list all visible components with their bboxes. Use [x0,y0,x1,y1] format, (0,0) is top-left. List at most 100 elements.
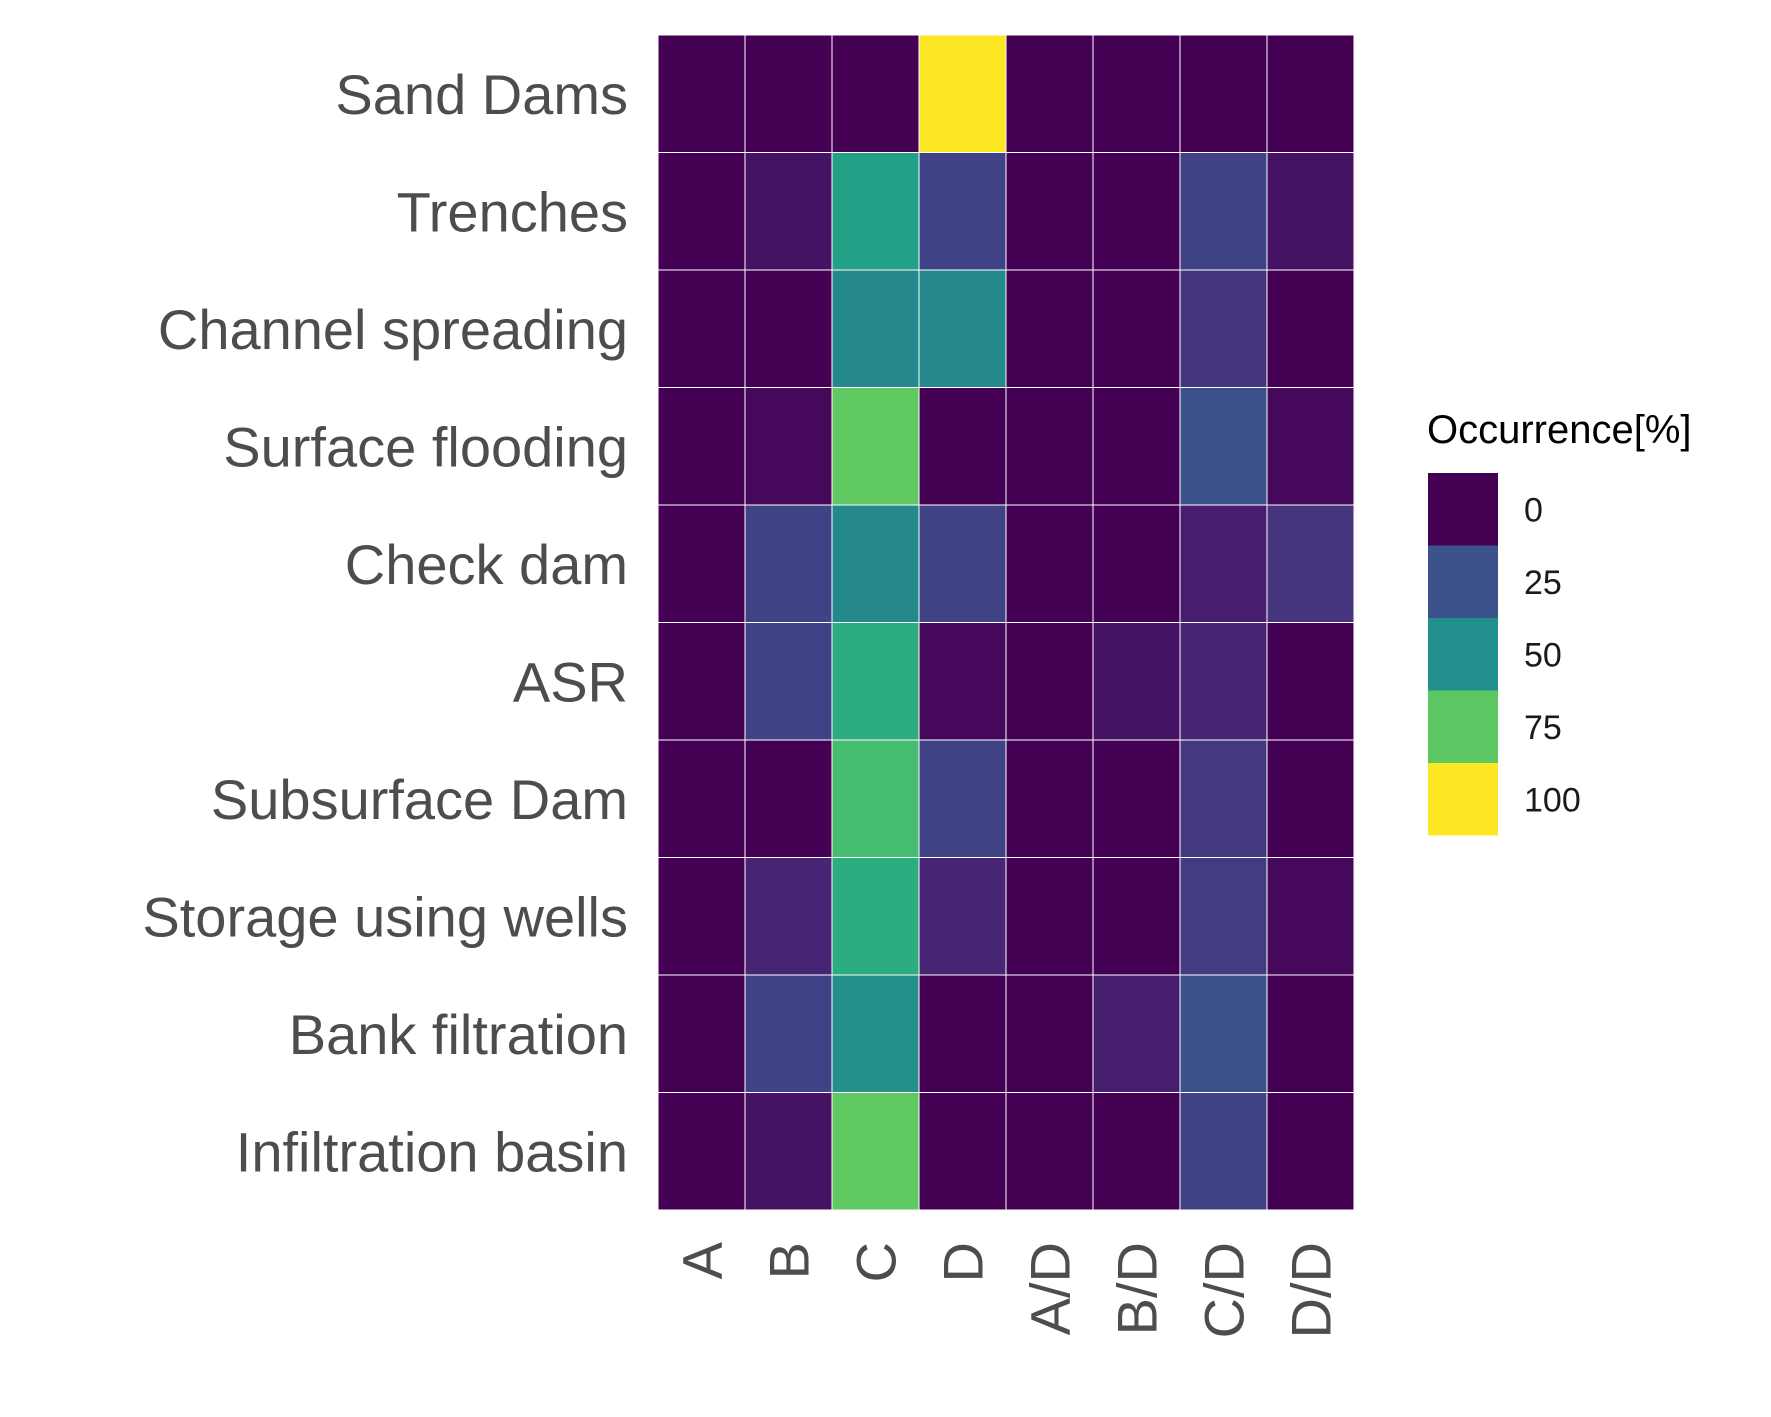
heatmap-cell [1092,857,1181,976]
heatmap-cell [1266,857,1355,976]
x-axis-labels: A B C D A/D B/D C/D D/D [671,1241,1343,1338]
heatmap-cell [831,1092,920,1211]
heatmap-cell [1179,34,1268,153]
heatmap-cell [1179,622,1268,741]
heatmap-cell [744,622,833,741]
legend-label: 0 [1524,491,1543,529]
heatmap-cell [1005,974,1094,1093]
heatmap-cell [657,1092,746,1211]
heatmap-cell [831,504,920,623]
heatmap-cell [744,504,833,623]
heatmap-cell [918,974,1007,1093]
heatmap-cell [1005,387,1094,506]
heatmap-cell [1005,1092,1094,1211]
heatmap-cell [1005,739,1094,858]
heatmap-cell [1179,152,1268,271]
y-axis-labels: Sand Dams Trenches Channel spreading Surfac… [142,63,628,1184]
heatmap-cell [657,152,746,271]
x-tick-label: D/D [1280,1242,1343,1338]
heatmap-cell [744,857,833,976]
x-tick-label: B/D [1106,1242,1169,1335]
heatmap-cell [1179,974,1268,1093]
heatmap-cell [1179,269,1268,388]
legend-label: 25 [1524,564,1562,602]
heatmap-cell [1179,504,1268,623]
heatmap-cell [1005,269,1094,388]
heatmap-cell [1092,387,1181,506]
y-tick-label: ASR [513,650,628,713]
heatmap-cell [657,387,746,506]
heatmap-cell [831,34,920,153]
y-tick-label: Surface flooding [223,415,628,478]
legend-label: 100 [1524,781,1581,819]
heatmap-cell [918,504,1007,623]
y-tick-label: Trenches [397,180,628,243]
heatmap-cell [1092,152,1181,271]
heatmap-cell [1179,387,1268,506]
heatmap-cell [1266,34,1355,153]
heatmap-cell [1266,739,1355,858]
heatmap-cell [918,152,1007,271]
heatmap-cell [918,857,1007,976]
legend-key [1428,473,1498,546]
heatmap-cell [744,1092,833,1211]
heatmap-cell [1266,1092,1355,1211]
heatmap-cell [918,269,1007,388]
heatmap-cell [1092,269,1181,388]
heatmap-cell [1179,1092,1268,1211]
heatmap-cell [657,622,746,741]
heatmap-cell [1266,622,1355,741]
legend-key [1428,763,1498,836]
y-tick-label: Check dam [345,533,628,596]
heatmap-cell [1266,974,1355,1093]
heatmap-cell [744,387,833,506]
y-tick-label: Infiltration basin [236,1120,628,1183]
heatmap-cell [831,974,920,1093]
heatmap-cell [1092,34,1181,153]
heatmap-cell [657,857,746,976]
y-tick-label: Sand Dams [335,63,628,126]
heatmap-cell [1092,622,1181,741]
y-tick-label: Channel spreading [158,298,628,361]
heatmap-cell [744,739,833,858]
y-tick-label: Storage using wells [142,885,628,948]
heatmap-cell [744,152,833,271]
heatmap-cell [1005,622,1094,741]
legend-title: Occurrence[%] [1427,408,1692,452]
heatmap-cell [1266,152,1355,271]
heatmap-cell [831,857,920,976]
color-legend: Occurrence[%] 0 25 50 75 100 [1427,408,1692,836]
heatmap-cell [1092,504,1181,623]
legend-label: 75 [1524,709,1562,747]
heatmap-cell [831,387,920,506]
heatmap-cell [1005,504,1094,623]
heatmap-cell [1005,152,1094,271]
y-tick-label: Subsurface Dam [211,768,628,831]
heatmap-cell [831,739,920,858]
x-tick-label: C [845,1242,908,1282]
heatmap-cell [744,34,833,153]
heatmap-cell [831,152,920,271]
heatmap-cell [1179,739,1268,858]
heatmap-cell [831,622,920,741]
heatmap-cell [657,34,746,153]
heatmap-cell [1092,739,1181,858]
heatmap-cell [1266,387,1355,506]
x-tick-label: D [932,1242,995,1282]
heatmap-cell [657,974,746,1093]
x-tick-label: A [671,1241,734,1279]
heatmap-cell [831,269,920,388]
heatmap-cell [918,739,1007,858]
heatmap-cell [657,504,746,623]
legend-keys: 0 25 50 75 100 [1428,473,1581,836]
heatmap-cell [918,387,1007,506]
x-tick-label: B [758,1242,821,1279]
heatmap-cell [918,1092,1007,1211]
heatmap-cell [1266,504,1355,623]
heatmap-cell [1266,269,1355,388]
heatmap-cell [1005,34,1094,153]
y-tick-label: Bank filtration [289,1003,628,1066]
heatmap-cell [657,269,746,388]
legend-key [1428,690,1498,763]
